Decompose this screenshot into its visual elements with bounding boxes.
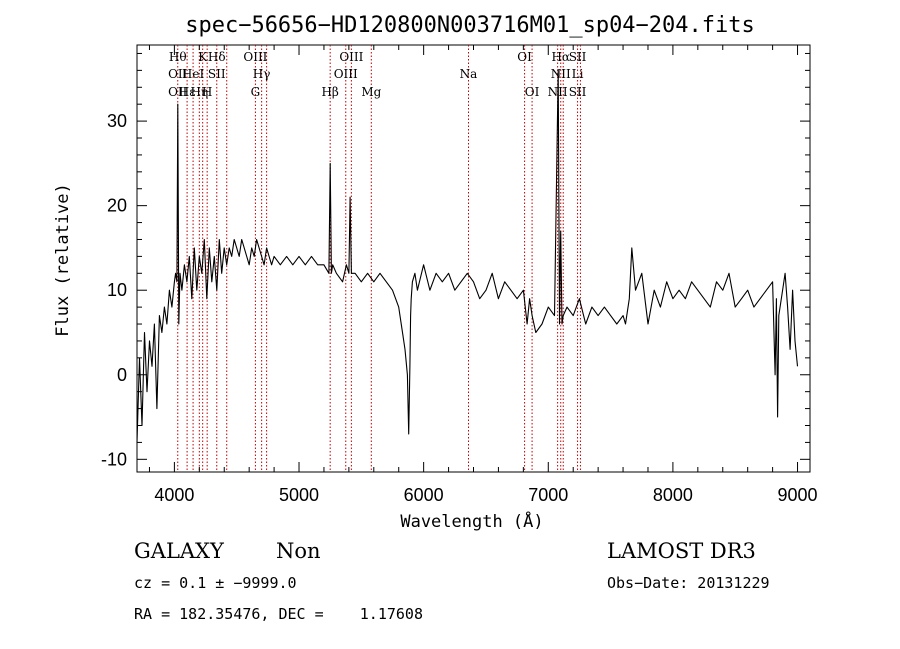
line-label: NII: [551, 67, 571, 81]
y-tick-label: -10: [101, 449, 127, 469]
line-label: SII: [208, 67, 226, 81]
line-label: Mg: [361, 85, 381, 99]
class-label: GALAXY: [134, 539, 225, 563]
x-tick-label: 5000: [279, 485, 319, 505]
y-tick-label: 0: [117, 365, 127, 385]
line-label: H: [202, 85, 212, 99]
line-label: Hδ: [208, 50, 226, 64]
y-tick-label: 30: [107, 111, 127, 131]
line-label: OII: [168, 85, 188, 99]
x-tick-label: 8000: [653, 485, 693, 505]
spectrum-series: [136, 69, 799, 443]
obs-date-label: Obs−Date: 20131229: [607, 574, 770, 592]
spectrum-line: [136, 69, 799, 443]
line-label: Hθ: [169, 50, 187, 64]
line-label: K: [198, 50, 208, 64]
y-tick-label: 10: [107, 280, 127, 300]
subclass-label: Non: [276, 539, 321, 563]
x-tick-label: 6000: [404, 485, 444, 505]
line-label: OIII: [243, 50, 267, 64]
emission-line-markers: [177, 45, 581, 472]
y-axis-ticks: -10 0 10 20 30: [101, 52, 810, 469]
coordinates-label: RA = 182.35476, DEC = 1.17608: [134, 605, 423, 623]
line-label: HeI: [182, 67, 205, 81]
x-tick-label: 4000: [154, 485, 194, 505]
redshift-label: cz = 0.1 ± −9999.0: [134, 574, 297, 592]
chart-title: spec−56656−HD120800N003716M01_sp04−204.f…: [185, 13, 755, 38]
line-label: SII: [569, 50, 587, 64]
line-label: G: [251, 85, 261, 99]
line-label: Hη: [190, 85, 208, 99]
line-label: SII: [569, 85, 587, 99]
x-tick-label: 9000: [778, 485, 818, 505]
line-label: Hγ: [253, 67, 271, 81]
line-label: OIII: [339, 50, 363, 64]
line-label: OII: [168, 67, 188, 81]
line-label: Hα: [551, 50, 570, 64]
survey-label: LAMOST DR3: [607, 539, 756, 563]
y-tick-label: 20: [107, 196, 127, 216]
line-label: Li: [572, 67, 584, 81]
line-label: Hβ: [321, 85, 338, 99]
x-axis-label: Wavelength (Å): [400, 510, 543, 532]
line-label: OIII: [334, 67, 358, 81]
line-label: Na: [460, 67, 478, 81]
y-axis-label: Flux (relative): [53, 183, 73, 337]
line-label: OI: [525, 85, 540, 99]
line-label: Hε: [179, 85, 196, 99]
plot-frame: [136, 44, 811, 473]
x-axis-ticks: 4000 5000 6000 7000 8000 9000: [148, 45, 818, 505]
x-tick-label: 7000: [528, 485, 568, 505]
emission-line-labels: HθOIIOIIHεHeIHηKHHδSIIOIIIGHγHβOIIIOIIIM…: [168, 50, 587, 99]
line-label: OI: [517, 50, 532, 64]
